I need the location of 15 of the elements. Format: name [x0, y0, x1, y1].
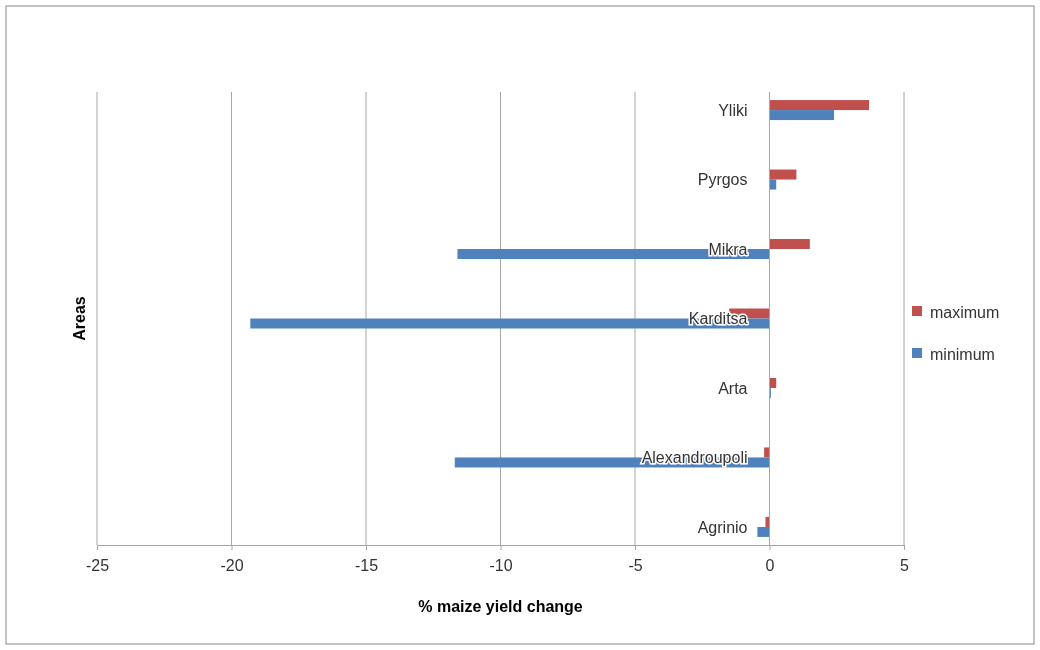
x-tick-label: -15 [354, 556, 379, 574]
y-axis-title: Areas [71, 296, 88, 341]
y-tick-label: Arta [718, 379, 748, 397]
y-tick-label: Agrinio [697, 518, 748, 536]
y-tick-label: Yliki [718, 101, 748, 119]
x-tick-label: -25 [85, 556, 110, 574]
x-tick-label: -20 [220, 556, 244, 574]
legend-label: maximum [930, 303, 1000, 321]
x-tick-label: -5 [628, 556, 643, 574]
x-tick-label: 5 [900, 556, 910, 574]
y-tick-label: Pyrgos [697, 171, 748, 189]
x-tick-label: 0 [765, 556, 775, 574]
legend-label: minimum [930, 345, 995, 363]
x-axis-title: % maize yield change [418, 598, 583, 615]
x-tick-label: -10 [489, 556, 513, 574]
